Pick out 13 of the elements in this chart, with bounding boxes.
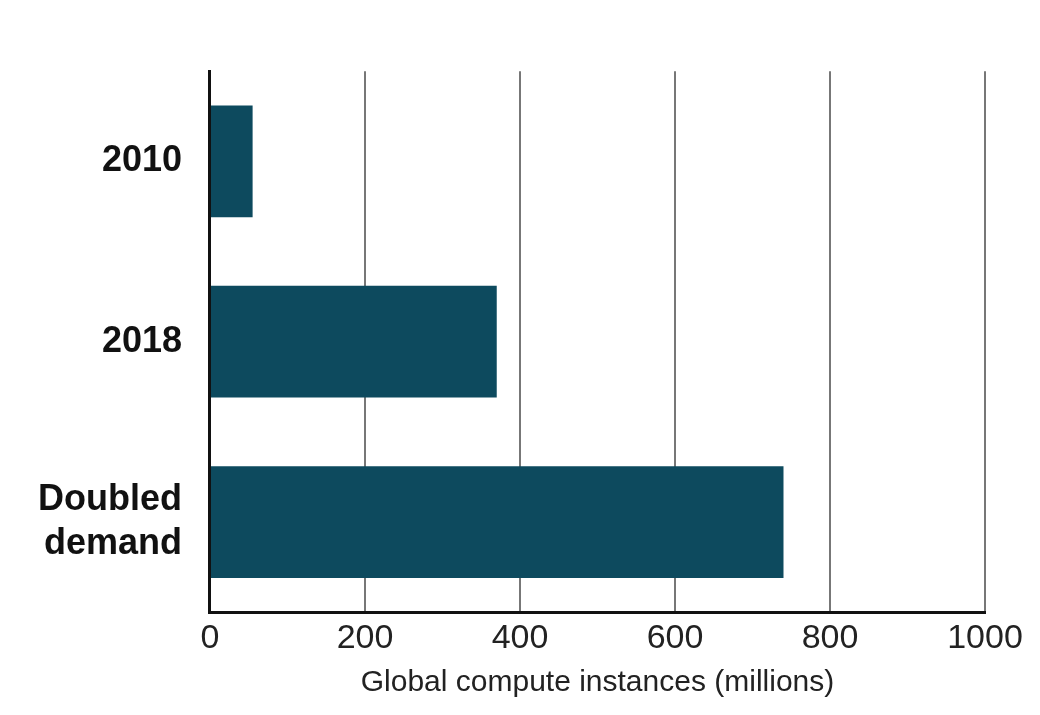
x-tick-label: 0	[200, 616, 220, 655]
y-tick-label: 2018	[101, 318, 182, 360]
y-tick-label: 2010	[101, 138, 182, 180]
x-tick-label: 600	[646, 616, 704, 655]
bar	[210, 466, 784, 578]
x-tick-label: 1000	[947, 616, 1023, 655]
x-tick-label: 400	[491, 616, 549, 655]
x-axis-title: Global compute instances (millions)	[360, 664, 835, 698]
x-tick-label: 200	[336, 616, 394, 655]
y-tick-label: Doubled demand	[38, 477, 182, 562]
x-tick-label: 800	[801, 616, 859, 655]
bar	[210, 285, 497, 398]
bar	[210, 105, 253, 218]
